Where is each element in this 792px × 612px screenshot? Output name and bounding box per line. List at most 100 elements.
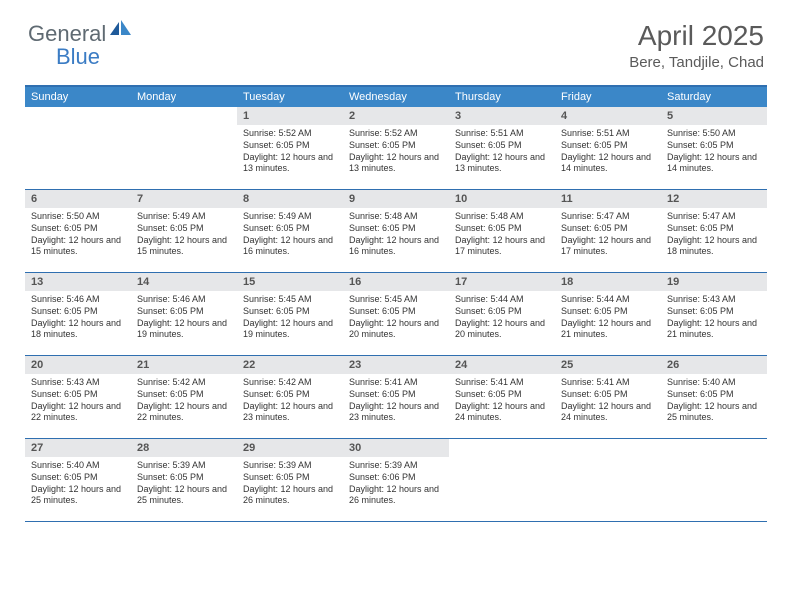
day-number: 13 [25, 273, 131, 291]
day-content: Sunrise: 5:41 AMSunset: 6:05 PMDaylight:… [555, 374, 661, 428]
day-header: Sunday [25, 87, 131, 107]
day-cell: 4Sunrise: 5:51 AMSunset: 6:05 PMDaylight… [555, 107, 661, 189]
day-number: 11 [555, 190, 661, 208]
day-content: Sunrise: 5:51 AMSunset: 6:05 PMDaylight:… [555, 125, 661, 179]
day-cell: 17Sunrise: 5:44 AMSunset: 6:05 PMDayligh… [449, 273, 555, 355]
day-number: 6 [25, 190, 131, 208]
day-content: Sunrise: 5:39 AMSunset: 6:05 PMDaylight:… [131, 457, 237, 511]
location-text: Bere, Tandjile, Chad [629, 54, 764, 71]
day-cell: 13Sunrise: 5:46 AMSunset: 6:05 PMDayligh… [25, 273, 131, 355]
day-header: Wednesday [343, 87, 449, 107]
day-cell: 2Sunrise: 5:52 AMSunset: 6:05 PMDaylight… [343, 107, 449, 189]
day-content: Sunrise: 5:48 AMSunset: 6:05 PMDaylight:… [343, 208, 449, 262]
day-cell: 28Sunrise: 5:39 AMSunset: 6:05 PMDayligh… [131, 439, 237, 521]
day-number: 14 [131, 273, 237, 291]
day-content: Sunrise: 5:45 AMSunset: 6:05 PMDaylight:… [237, 291, 343, 345]
day-content: Sunrise: 5:41 AMSunset: 6:05 PMDaylight:… [449, 374, 555, 428]
day-content: Sunrise: 5:47 AMSunset: 6:05 PMDaylight:… [661, 208, 767, 262]
title-block: April 2025 Bere, Tandjile, Chad [629, 20, 764, 71]
day-header: Tuesday [237, 87, 343, 107]
day-cell [661, 439, 767, 521]
day-content: Sunrise: 5:49 AMSunset: 6:05 PMDaylight:… [131, 208, 237, 262]
day-cell: 1Sunrise: 5:52 AMSunset: 6:05 PMDaylight… [237, 107, 343, 189]
header: General Blue April 2025 Bere, Tandjile, … [0, 0, 792, 79]
day-number: 28 [131, 439, 237, 457]
week-row: 20Sunrise: 5:43 AMSunset: 6:05 PMDayligh… [25, 356, 767, 439]
calendar: SundayMondayTuesdayWednesdayThursdayFrid… [25, 85, 767, 522]
day-cell: 27Sunrise: 5:40 AMSunset: 6:05 PMDayligh… [25, 439, 131, 521]
day-cell: 22Sunrise: 5:42 AMSunset: 6:05 PMDayligh… [237, 356, 343, 438]
day-header: Saturday [661, 87, 767, 107]
logo-text-blue: Blue [56, 44, 100, 70]
day-cell: 9Sunrise: 5:48 AMSunset: 6:05 PMDaylight… [343, 190, 449, 272]
day-number: 9 [343, 190, 449, 208]
day-header: Friday [555, 87, 661, 107]
day-content: Sunrise: 5:43 AMSunset: 6:05 PMDaylight:… [661, 291, 767, 345]
day-content: Sunrise: 5:40 AMSunset: 6:05 PMDaylight:… [25, 457, 131, 511]
day-cell: 7Sunrise: 5:49 AMSunset: 6:05 PMDaylight… [131, 190, 237, 272]
day-content: Sunrise: 5:48 AMSunset: 6:05 PMDaylight:… [449, 208, 555, 262]
day-cell: 24Sunrise: 5:41 AMSunset: 6:05 PMDayligh… [449, 356, 555, 438]
day-cell: 23Sunrise: 5:41 AMSunset: 6:05 PMDayligh… [343, 356, 449, 438]
day-cell: 6Sunrise: 5:50 AMSunset: 6:05 PMDaylight… [25, 190, 131, 272]
day-number: 15 [237, 273, 343, 291]
day-content: Sunrise: 5:50 AMSunset: 6:05 PMDaylight:… [661, 125, 767, 179]
day-number: 23 [343, 356, 449, 374]
day-cell: 8Sunrise: 5:49 AMSunset: 6:05 PMDaylight… [237, 190, 343, 272]
day-number: 4 [555, 107, 661, 125]
day-cell: 14Sunrise: 5:46 AMSunset: 6:05 PMDayligh… [131, 273, 237, 355]
day-number: 3 [449, 107, 555, 125]
day-number: 18 [555, 273, 661, 291]
day-number: 1 [237, 107, 343, 125]
day-number: 5 [661, 107, 767, 125]
day-content: Sunrise: 5:51 AMSunset: 6:05 PMDaylight:… [449, 125, 555, 179]
day-number: 25 [555, 356, 661, 374]
sail-icon [110, 20, 132, 41]
day-content: Sunrise: 5:50 AMSunset: 6:05 PMDaylight:… [25, 208, 131, 262]
day-header: Thursday [449, 87, 555, 107]
month-title: April 2025 [629, 20, 764, 52]
day-cell: 11Sunrise: 5:47 AMSunset: 6:05 PMDayligh… [555, 190, 661, 272]
week-row: 27Sunrise: 5:40 AMSunset: 6:05 PMDayligh… [25, 439, 767, 522]
day-cell: 26Sunrise: 5:40 AMSunset: 6:05 PMDayligh… [661, 356, 767, 438]
day-number: 16 [343, 273, 449, 291]
day-cell [555, 439, 661, 521]
day-content: Sunrise: 5:52 AMSunset: 6:05 PMDaylight:… [237, 125, 343, 179]
day-number: 10 [449, 190, 555, 208]
day-number: 20 [25, 356, 131, 374]
day-number: 29 [237, 439, 343, 457]
day-content: Sunrise: 5:39 AMSunset: 6:06 PMDaylight:… [343, 457, 449, 511]
logo: General Blue [28, 20, 134, 47]
day-content: Sunrise: 5:44 AMSunset: 6:05 PMDaylight:… [555, 291, 661, 345]
day-header: Monday [131, 87, 237, 107]
day-cell [25, 107, 131, 189]
day-content: Sunrise: 5:42 AMSunset: 6:05 PMDaylight:… [237, 374, 343, 428]
day-content: Sunrise: 5:44 AMSunset: 6:05 PMDaylight:… [449, 291, 555, 345]
day-content: Sunrise: 5:41 AMSunset: 6:05 PMDaylight:… [343, 374, 449, 428]
day-cell: 19Sunrise: 5:43 AMSunset: 6:05 PMDayligh… [661, 273, 767, 355]
day-cell: 3Sunrise: 5:51 AMSunset: 6:05 PMDaylight… [449, 107, 555, 189]
day-number: 26 [661, 356, 767, 374]
day-cell: 18Sunrise: 5:44 AMSunset: 6:05 PMDayligh… [555, 273, 661, 355]
day-content: Sunrise: 5:42 AMSunset: 6:05 PMDaylight:… [131, 374, 237, 428]
day-cell: 21Sunrise: 5:42 AMSunset: 6:05 PMDayligh… [131, 356, 237, 438]
day-cell: 5Sunrise: 5:50 AMSunset: 6:05 PMDaylight… [661, 107, 767, 189]
day-number: 2 [343, 107, 449, 125]
day-number: 17 [449, 273, 555, 291]
day-content: Sunrise: 5:40 AMSunset: 6:05 PMDaylight:… [661, 374, 767, 428]
day-cell: 29Sunrise: 5:39 AMSunset: 6:05 PMDayligh… [237, 439, 343, 521]
day-number: 7 [131, 190, 237, 208]
day-content: Sunrise: 5:45 AMSunset: 6:05 PMDaylight:… [343, 291, 449, 345]
day-cell: 25Sunrise: 5:41 AMSunset: 6:05 PMDayligh… [555, 356, 661, 438]
day-content: Sunrise: 5:39 AMSunset: 6:05 PMDaylight:… [237, 457, 343, 511]
day-number: 27 [25, 439, 131, 457]
day-number: 30 [343, 439, 449, 457]
day-content: Sunrise: 5:52 AMSunset: 6:05 PMDaylight:… [343, 125, 449, 179]
day-number: 21 [131, 356, 237, 374]
day-cell: 20Sunrise: 5:43 AMSunset: 6:05 PMDayligh… [25, 356, 131, 438]
day-number: 22 [237, 356, 343, 374]
day-cell: 16Sunrise: 5:45 AMSunset: 6:05 PMDayligh… [343, 273, 449, 355]
day-content: Sunrise: 5:47 AMSunset: 6:05 PMDaylight:… [555, 208, 661, 262]
day-cell: 12Sunrise: 5:47 AMSunset: 6:05 PMDayligh… [661, 190, 767, 272]
day-cell: 30Sunrise: 5:39 AMSunset: 6:06 PMDayligh… [343, 439, 449, 521]
